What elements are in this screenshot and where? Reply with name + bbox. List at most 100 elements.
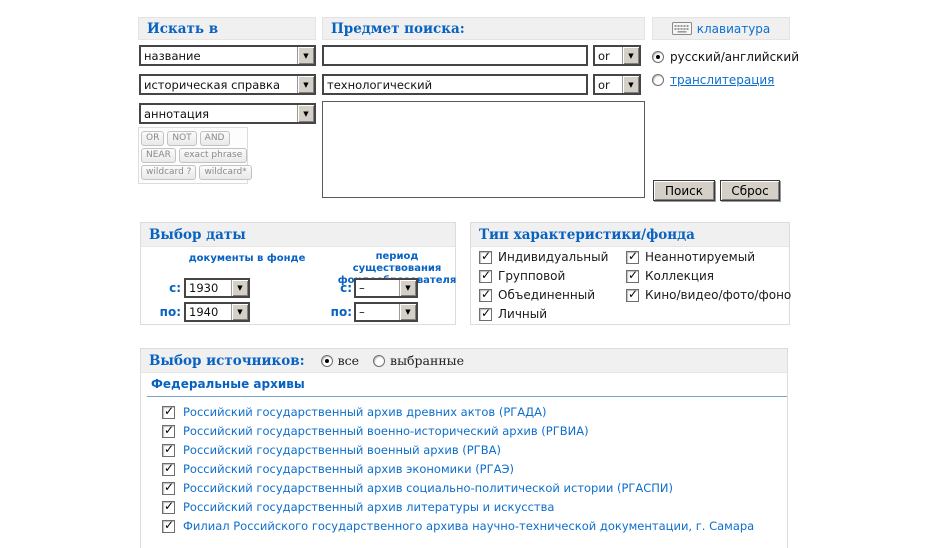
russian-english-label: русский/английский <box>670 50 800 64</box>
checkbox-archive-rgaspi[interactable] <box>162 480 175 495</box>
archive-link[interactable]: Российский государственный архив литерат… <box>183 500 555 514</box>
archive-link[interactable]: Российский государственный военный архив… <box>183 443 501 457</box>
search-field-select-2[interactable]: историческая справка ▼ <box>139 74 316 95</box>
checkbox-media[interactable] <box>626 287 639 302</box>
near-operator-button[interactable]: NEAR <box>141 148 176 163</box>
search-field-select-1-value: название <box>144 48 201 63</box>
period-from-select[interactable]: – ▼ <box>354 278 418 298</box>
chevron-down-icon[interactable]: ▼ <box>231 304 248 320</box>
operator-select-2-value: or <box>598 77 610 92</box>
or-operator-button[interactable]: OR <box>141 131 165 146</box>
archive-row: Российский государственный архив литерат… <box>162 499 555 514</box>
period-from-value: – <box>359 281 365 295</box>
and-operator-button[interactable]: AND <box>199 131 230 146</box>
type-item: Объединенный <box>479 287 595 302</box>
russian-english-radio[interactable] <box>652 51 664 63</box>
checkbox-personal[interactable] <box>479 306 492 321</box>
reset-button[interactable]: Сброс <box>720 180 780 201</box>
archive-link[interactable]: Филиал Российского государственного архи… <box>183 519 755 533</box>
sources-all-radio[interactable] <box>320 354 333 367</box>
chevron-down-icon[interactable]: ▼ <box>297 47 314 64</box>
checkbox-archive-rgali[interactable] <box>162 499 175 514</box>
archive-row: Российский государственный военно-истори… <box>162 423 589 438</box>
not-operator-button[interactable]: NOT <box>167 131 197 146</box>
period-to-select[interactable]: – ▼ <box>354 302 418 322</box>
chevron-down-icon[interactable]: ▼ <box>622 47 639 64</box>
documents-in-fund-label: документы в фонде <box>188 253 306 264</box>
search-field-select-3[interactable]: аннотация ▼ <box>139 103 316 124</box>
type-label: Коллекция <box>645 269 715 283</box>
subject-header-band: Предмет поиска: <box>322 17 645 40</box>
checkbox-unannotated[interactable] <box>626 249 639 264</box>
type-label: Неаннотируемый <box>645 250 756 264</box>
type-section-box: Тип характеристики/фонда Индивидуальный … <box>470 222 792 325</box>
transliteration-link[interactable]: транслитерация <box>670 73 775 87</box>
chevron-down-icon[interactable]: ▼ <box>297 105 314 122</box>
archive-row: Российский государственный военный архив… <box>162 442 501 457</box>
chevron-down-icon[interactable]: ▼ <box>399 280 416 296</box>
documents-from-select[interactable]: 1930 ▼ <box>184 278 250 298</box>
operator-select-1[interactable]: or ▼ <box>593 45 641 66</box>
date-from-label: с: <box>169 281 181 295</box>
wildcard-question-button[interactable]: wildcard ? <box>141 165 197 180</box>
operator-row: OR NOT AND <box>141 131 245 146</box>
wildcard-star-button[interactable]: wildcard* <box>199 165 252 180</box>
documents-from-value: 1930 <box>189 281 219 295</box>
type-label: Индивидуальный <box>498 250 609 264</box>
subject-input-1[interactable] <box>322 45 588 66</box>
date-section-title: Выбор даты <box>149 226 246 243</box>
checkbox-archive-rgae[interactable] <box>162 461 175 476</box>
date-to-label: по: <box>159 305 181 319</box>
federal-archives-title: Федеральные архивы <box>151 377 305 391</box>
keyboard-band: клавиатура <box>652 17 790 40</box>
type-label: Кино/видео/фото/фоно <box>645 288 792 302</box>
chevron-down-icon[interactable]: ▼ <box>399 304 416 320</box>
checkbox-archive-rgva[interactable] <box>162 442 175 457</box>
checkbox-individual[interactable] <box>479 249 492 264</box>
checkbox-archive-rgada[interactable] <box>162 404 175 419</box>
transliteration-radio[interactable] <box>652 74 664 86</box>
period-from-label: с: <box>340 281 352 295</box>
subject-textarea[interactable] <box>322 101 645 198</box>
type-label: Объединенный <box>498 288 595 302</box>
subject-input-2[interactable] <box>322 74 588 95</box>
type-label: Личный <box>498 307 548 321</box>
archive-link[interactable]: Российский государственный военно-истори… <box>183 424 589 438</box>
sources-selected-radio[interactable] <box>373 354 386 367</box>
chevron-down-icon[interactable]: ▼ <box>622 76 639 93</box>
period-to-label: по: <box>330 305 352 319</box>
archive-row: Филиал Российского государственного архи… <box>162 518 755 533</box>
search-in-header-band: Искать в <box>138 17 316 40</box>
archive-link[interactable]: Российский государственный архив экономи… <box>183 462 515 476</box>
type-section-title: Тип характеристики/фонда <box>479 226 695 243</box>
language-radio-row: русский/английский <box>652 50 799 64</box>
chevron-down-icon[interactable]: ▼ <box>297 76 314 93</box>
search-in-title: Искать в <box>147 20 219 37</box>
archive-link[interactable]: Российский государственный архив социаль… <box>183 481 674 495</box>
date-section-header-band: Выбор даты <box>141 223 455 247</box>
type-item: Личный <box>479 306 548 321</box>
checkbox-archive-samara[interactable] <box>162 518 175 533</box>
keyboard-icon[interactable] <box>671 22 692 35</box>
sources-section-box: Выбор источников: все выбранные Федераль… <box>140 348 788 548</box>
chevron-down-icon[interactable]: ▼ <box>231 280 248 296</box>
checkbox-collection[interactable] <box>626 268 639 283</box>
search-field-select-1[interactable]: название ▼ <box>139 45 316 66</box>
documents-to-select[interactable]: 1940 ▼ <box>184 302 250 322</box>
checkbox-group[interactable] <box>479 268 492 283</box>
documents-to-value: 1940 <box>189 305 219 319</box>
exact-phrase-button[interactable]: exact phrase <box>178 148 248 163</box>
sources-selected-label: выбранные <box>390 353 465 368</box>
archive-link[interactable]: Российский государственный архив древних… <box>183 405 547 419</box>
search-button[interactable]: Поиск <box>653 180 715 201</box>
sources-title: Выбор источников: <box>149 352 305 369</box>
checkbox-archive-rgvia[interactable] <box>162 423 175 438</box>
operator-select-2[interactable]: or ▼ <box>593 74 641 95</box>
keyboard-link[interactable]: клавиатура <box>696 21 771 36</box>
archive-row: Российский государственный архив социаль… <box>162 480 674 495</box>
checkbox-united[interactable] <box>479 287 492 302</box>
operator-row: wildcard ? wildcard* <box>141 165 252 180</box>
archive-row: Российский государственный архив экономи… <box>162 461 515 476</box>
transliteration-radio-row: транслитерация <box>652 73 774 87</box>
period-to-value: – <box>359 305 365 319</box>
